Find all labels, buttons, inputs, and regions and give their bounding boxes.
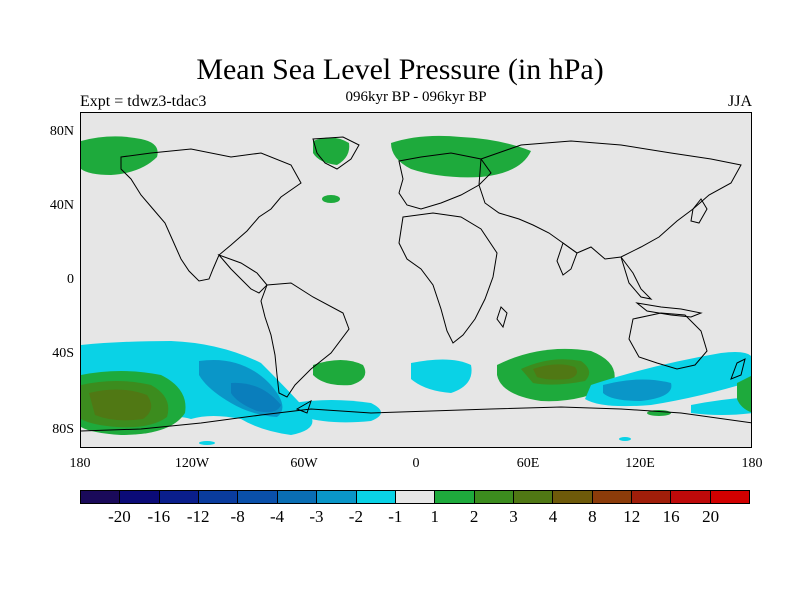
chart-subtitle: 096kyr BP - 096kyr BP (345, 89, 487, 105)
colorbar-label: 3 (509, 507, 518, 526)
lat-label-0: 0 (67, 272, 74, 287)
experiment-label: Expt = tdwz3-tdac3 (80, 93, 207, 110)
colorbar (80, 490, 750, 504)
colorbar-label: 20 (702, 507, 720, 526)
colorbar-swatch (592, 491, 633, 503)
colorbar-swatch (277, 491, 318, 503)
colorbar-label: -3 (309, 507, 324, 526)
coast-south-america (260, 282, 350, 398)
coast-africa (398, 212, 498, 344)
coast-greenland (312, 136, 360, 170)
anomaly-indian-high-3 (533, 364, 577, 380)
anomaly-africa-cyan (411, 359, 472, 393)
colorbar-swatch (199, 491, 239, 503)
coast-madagascar (496, 306, 508, 329)
colorbar-swatch (553, 491, 593, 503)
colorbar-label: -4 (269, 507, 285, 526)
coast-europe (398, 152, 492, 210)
season-label: JJA (727, 93, 752, 110)
colorbar-label: -1 (388, 507, 403, 526)
colorbar-label: 16 (662, 507, 680, 526)
colorbar-label: -2 (348, 507, 363, 526)
colorbar-label: 1 (430, 507, 439, 526)
anomaly-southeast-green (737, 376, 751, 413)
lon-label-0: 0 (412, 456, 420, 471)
lon-label-120e: 120E (625, 456, 655, 471)
lon-label-180-east: 180 (741, 456, 763, 471)
anomaly-arctic-greenland (313, 137, 350, 165)
colorbar-label: -16 (147, 507, 171, 526)
colorbar-label: -12 (186, 507, 210, 526)
anomaly-arctic-alaska (81, 136, 158, 175)
coast-new-zealand (730, 358, 746, 380)
colorbar-swatch (238, 491, 278, 503)
colorbar-label: -20 (108, 507, 131, 526)
coastlines (81, 136, 751, 432)
anomaly-australia-cyan (585, 352, 751, 407)
colorbar-swatch (317, 491, 357, 503)
colorbar-label: -8 (230, 507, 245, 526)
coast-australia (628, 312, 708, 370)
coast-antarctica (81, 406, 751, 432)
lat-label-80n: 80N (49, 124, 74, 139)
colorbar-swatch (81, 491, 121, 503)
colorbar-swatch (671, 491, 711, 503)
colorbar-swatch (632, 491, 672, 503)
coast-indonesia (635, 302, 703, 318)
lon-label-120w: 120W (174, 456, 210, 471)
anomaly-atlantic-small (322, 195, 340, 203)
colorbar-swatch (710, 491, 750, 503)
lat-label-80s: 80S (52, 422, 74, 437)
chart-title: Mean Sea Level Pressure (in hPa) (196, 53, 604, 86)
anomaly-tasman-cyan (691, 397, 751, 415)
colorbar-label: 4 (548, 507, 558, 526)
colorbar-swatch (474, 491, 514, 503)
colorbar-swatch (435, 491, 475, 503)
colorbar-swatch (513, 491, 554, 503)
lat-label-40s: 40S (52, 346, 74, 361)
coast-japan (690, 198, 708, 224)
coast-india (556, 242, 578, 276)
colorbar-label: 2 (469, 507, 479, 526)
colorbar-label: 8 (588, 507, 597, 526)
lon-label-60e: 60E (516, 456, 540, 471)
coast-central-america (217, 253, 268, 294)
map-svg (81, 135, 751, 445)
colorbar-swatch (159, 491, 200, 503)
colorbar-label: 12 (623, 507, 641, 526)
coast-north-america (120, 148, 302, 282)
lat-label-40n: 40N (49, 198, 74, 213)
anomaly-south-atlantic-green (313, 360, 366, 386)
lon-label-60w: 60W (290, 456, 318, 471)
anomaly-south-pacific-high-3 (89, 389, 152, 421)
colorbar-swatch (356, 491, 396, 503)
map-plot-area (80, 112, 752, 448)
anomaly-arctic-siberia (391, 135, 531, 178)
colorbar-swatch (120, 491, 160, 503)
lon-label-180-west: 180 (69, 456, 91, 471)
coast-se-asia (620, 256, 653, 300)
coast-antarctic-peninsula (295, 399, 312, 414)
anomaly-small-south-pacific (199, 441, 215, 445)
anomaly-australia-blue (603, 379, 672, 401)
anomaly-contours (81, 135, 751, 445)
anomaly-small-south (619, 437, 631, 441)
anomaly-amundsen-lightblue (231, 382, 281, 413)
colorbar-swatch (395, 491, 436, 503)
coast-asia (478, 140, 742, 260)
